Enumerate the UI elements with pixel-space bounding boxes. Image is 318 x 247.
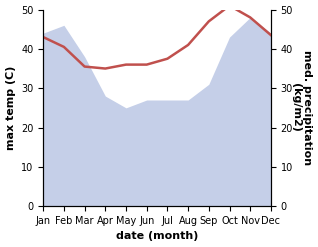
Y-axis label: max temp (C): max temp (C) <box>5 66 16 150</box>
X-axis label: date (month): date (month) <box>116 231 198 242</box>
Y-axis label: med. precipitation
(kg/m2): med. precipitation (kg/m2) <box>291 50 313 165</box>
